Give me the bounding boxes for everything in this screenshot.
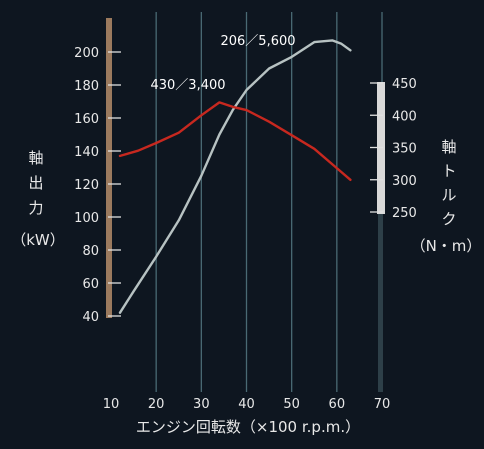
left-axis-ticks: 40 60 80 100 120 140 160 180 200 xyxy=(74,46,121,325)
series-line-torque xyxy=(118,101,352,181)
left-tick-label-100: 100 xyxy=(74,211,99,226)
right-axis-unit: （N・m） xyxy=(411,237,482,255)
left-tick-label-160: 160 xyxy=(74,112,99,127)
x-tick-label-10: 10 xyxy=(103,397,120,412)
left-axis-label-char-2: 力 xyxy=(28,199,43,217)
x-tick-label-40: 40 xyxy=(238,397,255,412)
x-tick-label-30: 30 xyxy=(193,397,210,412)
right-tick-label-300: 300 xyxy=(392,174,417,189)
left-axis-label: 軸出力 （kW） xyxy=(11,149,65,249)
left-tick-label-80: 80 xyxy=(82,244,99,259)
left-tick-label-140: 140 xyxy=(74,145,99,160)
x-axis-label: エンジン回転数（×100 r.p.m.） xyxy=(136,418,360,436)
right-axis-label-char-3: ク xyxy=(441,210,456,228)
x-axis-ticks: 10 20 30 40 50 60 70 xyxy=(103,397,391,412)
left-tick-label-200: 200 xyxy=(74,46,99,61)
right-tick-label-450: 450 xyxy=(392,77,417,92)
x-tick-label-60: 60 xyxy=(329,397,346,412)
right-tick-label-250: 250 xyxy=(392,206,417,221)
left-tick-label-60: 60 xyxy=(82,277,99,292)
left-tick-label-180: 180 xyxy=(74,79,99,94)
right-tick-label-400: 400 xyxy=(392,109,417,124)
annotation-peak-torque: 430／3,400 xyxy=(150,78,225,93)
right-axis-label-char-0: 軸 xyxy=(441,138,456,156)
annotation-peak-power: 206／5,600 xyxy=(220,34,295,49)
left-tick-label-120: 120 xyxy=(74,178,99,193)
left-axis-label-char-0: 軸 xyxy=(28,149,43,167)
series-layer xyxy=(118,39,352,314)
right-axis-strip xyxy=(378,214,383,392)
series-line-power xyxy=(118,39,352,314)
left-axis-bar xyxy=(106,18,112,318)
right-axis-ticks: 250 300 350 400 450 xyxy=(370,77,417,221)
left-axis-unit: （kW） xyxy=(11,231,65,249)
right-tick-label-350: 350 xyxy=(392,142,417,157)
x-tick-label-50: 50 xyxy=(283,397,300,412)
right-axis-label-char-2: ル xyxy=(441,186,456,204)
x-tick-label-20: 20 xyxy=(148,397,165,412)
left-tick-label-40: 40 xyxy=(82,310,99,325)
right-axis-label-char-1: ト xyxy=(441,162,456,180)
x-tick-label-70: 70 xyxy=(374,397,391,412)
left-axis-label-char-1: 出 xyxy=(28,174,43,192)
